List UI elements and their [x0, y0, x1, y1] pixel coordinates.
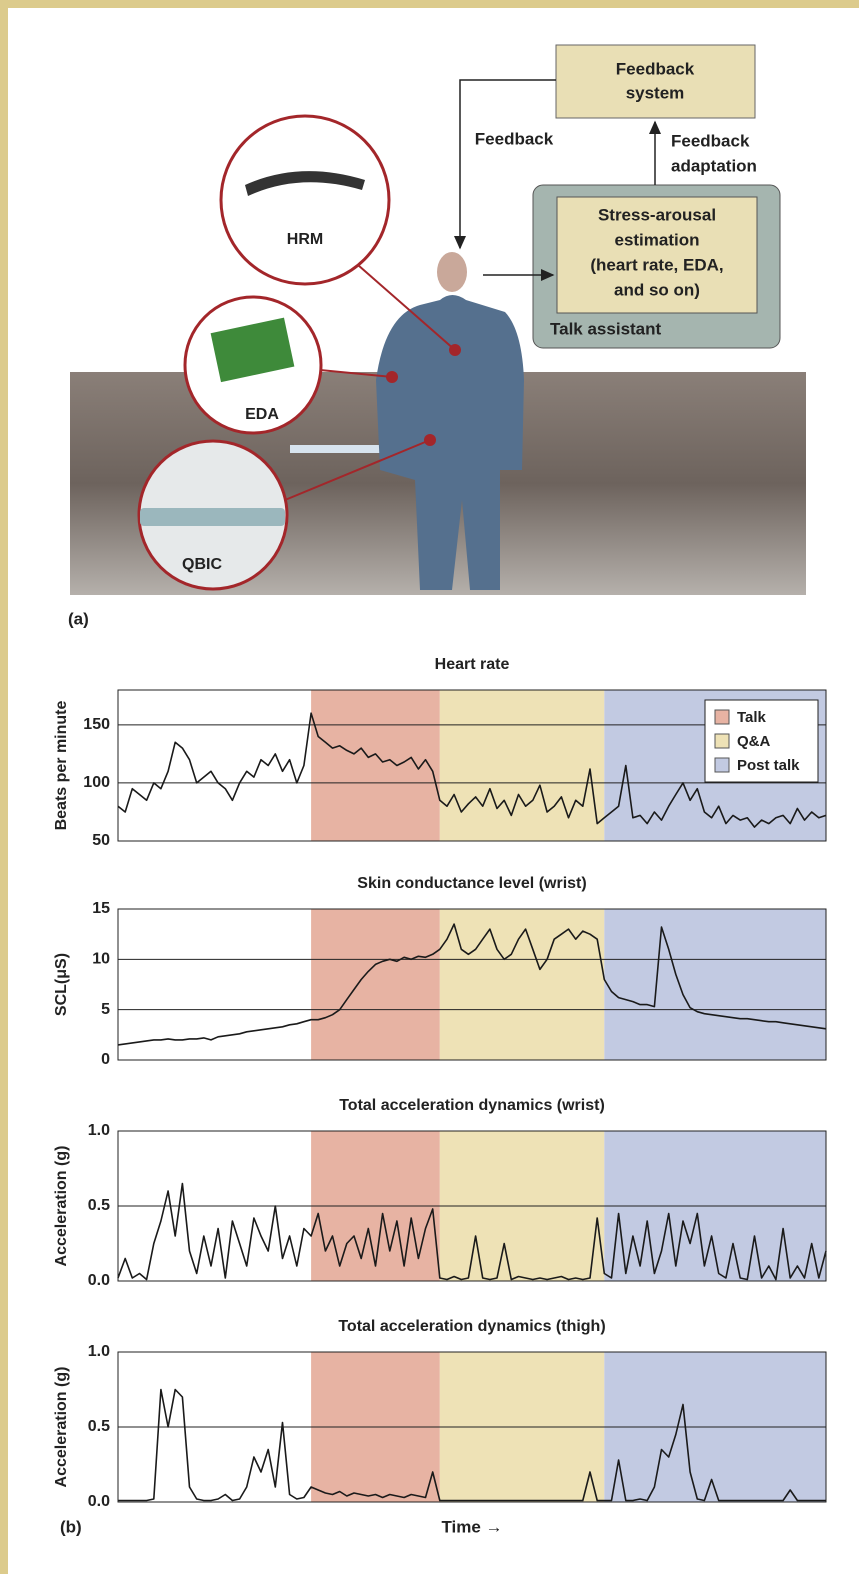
x-axis-label: Time →	[441, 1517, 502, 1536]
legend-label: Post talk	[737, 757, 800, 774]
sensor-label: EDA	[245, 406, 279, 423]
y-tick-label: 0.5	[88, 1418, 110, 1435]
chart-title: Skin conductance level (wrist)	[357, 875, 586, 892]
legend-swatch	[715, 710, 729, 724]
y-tick-label: 10	[92, 951, 110, 968]
feedback-system-box	[556, 45, 755, 118]
legend-label: Q&A	[737, 733, 771, 750]
chart-title: Heart rate	[435, 656, 510, 673]
chart-title: Total acceleration dynamics (thigh)	[338, 1318, 605, 1335]
y-tick-label: 1.0	[88, 1343, 110, 1360]
y-tick-label: 150	[83, 716, 110, 733]
y-axis-label: SCL(μS)	[53, 953, 70, 1016]
phase-band	[440, 909, 604, 1060]
box-label: Feedback	[616, 59, 695, 78]
legend-swatch	[715, 758, 729, 772]
box-label: and so on)	[614, 280, 700, 299]
frame-left	[0, 0, 8, 1574]
legend-label: Talk	[737, 709, 767, 726]
y-tick-label: 0.0	[88, 1493, 110, 1510]
arrow-label: Feedback	[475, 129, 554, 148]
chart-title: Total acceleration dynamics (wrist)	[339, 1097, 605, 1114]
y-tick-label: 0.0	[88, 1272, 110, 1289]
panel-label: (b)	[60, 1517, 82, 1536]
sensor-label: QBIC	[182, 556, 222, 573]
y-tick-label: 0	[101, 1051, 110, 1068]
y-tick-label: 50	[92, 832, 110, 849]
y-axis-label: Acceleration (g)	[53, 1367, 70, 1488]
y-tick-label: 5	[101, 1001, 110, 1018]
figure: HRM EDA QBIC Feedback system Stress-arou…	[0, 0, 859, 1574]
phase-band	[604, 909, 826, 1060]
phase-band	[440, 690, 604, 841]
arrow-label: Feedback	[671, 131, 750, 150]
box-label: (heart rate, EDA,	[590, 255, 723, 274]
box-label: estimation	[614, 230, 699, 249]
phase-band	[311, 909, 440, 1060]
y-tick-label: 15	[92, 900, 110, 917]
box-label: system	[626, 83, 685, 102]
hrm-circle	[221, 116, 389, 284]
y-axis-label: Acceleration (g)	[53, 1146, 70, 1267]
y-tick-label: 0.5	[88, 1197, 110, 1214]
y-tick-label: 1.0	[88, 1122, 110, 1139]
speaker-head	[437, 252, 467, 292]
y-axis-label: Beats per minute	[53, 700, 70, 830]
qbic-band	[140, 508, 285, 526]
legend-swatch	[715, 734, 729, 748]
talk-assistant-label: Talk assistant	[550, 319, 662, 338]
panel-label: (a)	[68, 609, 89, 628]
y-tick-label: 100	[83, 774, 110, 791]
arrow-label: adaptation	[671, 156, 757, 175]
sensor-label: HRM	[287, 231, 323, 248]
podium	[290, 445, 390, 453]
box-label: Stress-arousal	[598, 205, 716, 224]
frame-top	[0, 0, 859, 8]
